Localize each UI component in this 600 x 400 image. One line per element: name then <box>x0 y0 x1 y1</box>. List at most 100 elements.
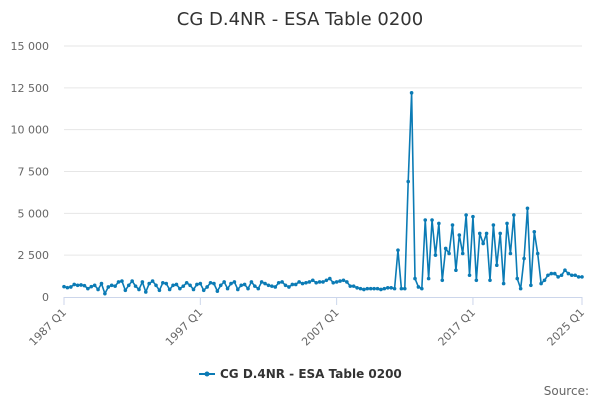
data-point[interactable] <box>362 287 366 292</box>
data-point[interactable] <box>133 284 138 288</box>
data-point[interactable] <box>396 248 400 252</box>
data-point[interactable] <box>236 287 240 292</box>
data-point[interactable] <box>512 213 516 217</box>
data-point[interactable] <box>178 286 182 291</box>
data-point[interactable] <box>358 286 363 291</box>
data-point[interactable] <box>82 283 87 288</box>
legend[interactable]: CG D.4NR - ESA Table 0200 <box>199 367 402 381</box>
data-point[interactable] <box>167 287 172 292</box>
data-point[interactable] <box>184 280 189 285</box>
data-point[interactable] <box>256 286 261 291</box>
data-point[interactable] <box>379 287 383 292</box>
data-point[interactable] <box>498 231 503 236</box>
data-point[interactable] <box>195 282 199 287</box>
data-point[interactable] <box>246 286 250 291</box>
data-point[interactable] <box>120 279 124 283</box>
data-point[interactable] <box>188 283 192 288</box>
data-point[interactable] <box>454 268 458 273</box>
data-point[interactable] <box>522 256 526 261</box>
data-point[interactable] <box>576 275 581 279</box>
data-point[interactable] <box>491 223 496 227</box>
data-point[interactable] <box>62 284 66 289</box>
data-point[interactable] <box>460 251 465 256</box>
data-point[interactable] <box>218 283 223 288</box>
data-point[interactable] <box>518 286 523 291</box>
data-point[interactable] <box>355 286 359 290</box>
data-point[interactable] <box>191 287 196 292</box>
data-point[interactable] <box>474 278 479 283</box>
data-point[interactable] <box>113 284 117 288</box>
data-point[interactable] <box>549 271 554 276</box>
data-point[interactable] <box>310 278 315 283</box>
data-point[interactable] <box>116 280 121 284</box>
data-point[interactable] <box>69 285 73 289</box>
data-point[interactable] <box>569 273 574 278</box>
data-point[interactable] <box>140 280 145 284</box>
data-point[interactable] <box>321 280 325 284</box>
data-point[interactable] <box>515 276 520 281</box>
data-point[interactable] <box>106 285 111 289</box>
data-point[interactable] <box>375 286 380 291</box>
data-point[interactable] <box>263 281 267 286</box>
data-point[interactable] <box>471 214 475 219</box>
data-point[interactable] <box>559 273 564 278</box>
data-point[interactable] <box>86 286 90 291</box>
data-point[interactable] <box>338 279 342 283</box>
data-point[interactable] <box>103 291 107 296</box>
data-point[interactable] <box>331 280 336 285</box>
data-point[interactable] <box>365 286 370 291</box>
data-point[interactable] <box>280 280 284 284</box>
data-point[interactable] <box>392 286 397 291</box>
data-point[interactable] <box>161 280 165 285</box>
data-point[interactable] <box>556 275 560 279</box>
data-point[interactable] <box>75 283 80 288</box>
data-point[interactable] <box>297 280 301 284</box>
data-point[interactable] <box>539 281 543 286</box>
data-point[interactable] <box>317 280 322 284</box>
data-point[interactable] <box>443 246 448 251</box>
data-point[interactable] <box>580 275 584 279</box>
data-point[interactable] <box>447 251 451 256</box>
data-point[interactable] <box>215 289 220 293</box>
data-point[interactable] <box>508 251 513 256</box>
data-point[interactable] <box>334 280 339 284</box>
data-point[interactable] <box>126 283 131 288</box>
data-point[interactable] <box>89 284 94 289</box>
data-point[interactable] <box>201 288 206 293</box>
data-point[interactable] <box>416 285 421 289</box>
data-point[interactable] <box>423 218 428 222</box>
data-point[interactable] <box>222 280 226 284</box>
data-point[interactable] <box>157 288 162 293</box>
data-point[interactable] <box>440 278 445 283</box>
data-point[interactable] <box>164 281 169 286</box>
data-point[interactable] <box>300 281 305 286</box>
data-point[interactable] <box>232 280 237 284</box>
data-point[interactable] <box>137 287 141 292</box>
data-point[interactable] <box>123 288 128 293</box>
data-point[interactable] <box>276 280 281 285</box>
data-point[interactable] <box>154 283 158 288</box>
data-point[interactable] <box>143 290 148 294</box>
data-point[interactable] <box>402 286 407 291</box>
data-point[interactable] <box>464 213 468 217</box>
data-point[interactable] <box>546 273 550 278</box>
data-point[interactable] <box>99 281 104 286</box>
data-point[interactable] <box>382 286 387 291</box>
data-point[interactable] <box>181 284 186 288</box>
data-point[interactable] <box>437 221 441 226</box>
data-point[interactable] <box>242 282 247 287</box>
data-point[interactable] <box>283 283 288 288</box>
data-point[interactable] <box>65 285 70 290</box>
data-point[interactable] <box>488 278 492 283</box>
data-point[interactable] <box>307 280 312 284</box>
data-point[interactable] <box>413 276 417 281</box>
data-point[interactable] <box>198 281 203 286</box>
data-point[interactable] <box>130 279 134 283</box>
data-point[interactable] <box>368 286 373 291</box>
data-point[interactable] <box>505 221 509 226</box>
data-point[interactable] <box>270 284 274 288</box>
data-point[interactable] <box>542 278 547 283</box>
data-point[interactable] <box>477 231 482 236</box>
data-point[interactable] <box>532 229 537 234</box>
data-point[interactable] <box>345 280 349 284</box>
